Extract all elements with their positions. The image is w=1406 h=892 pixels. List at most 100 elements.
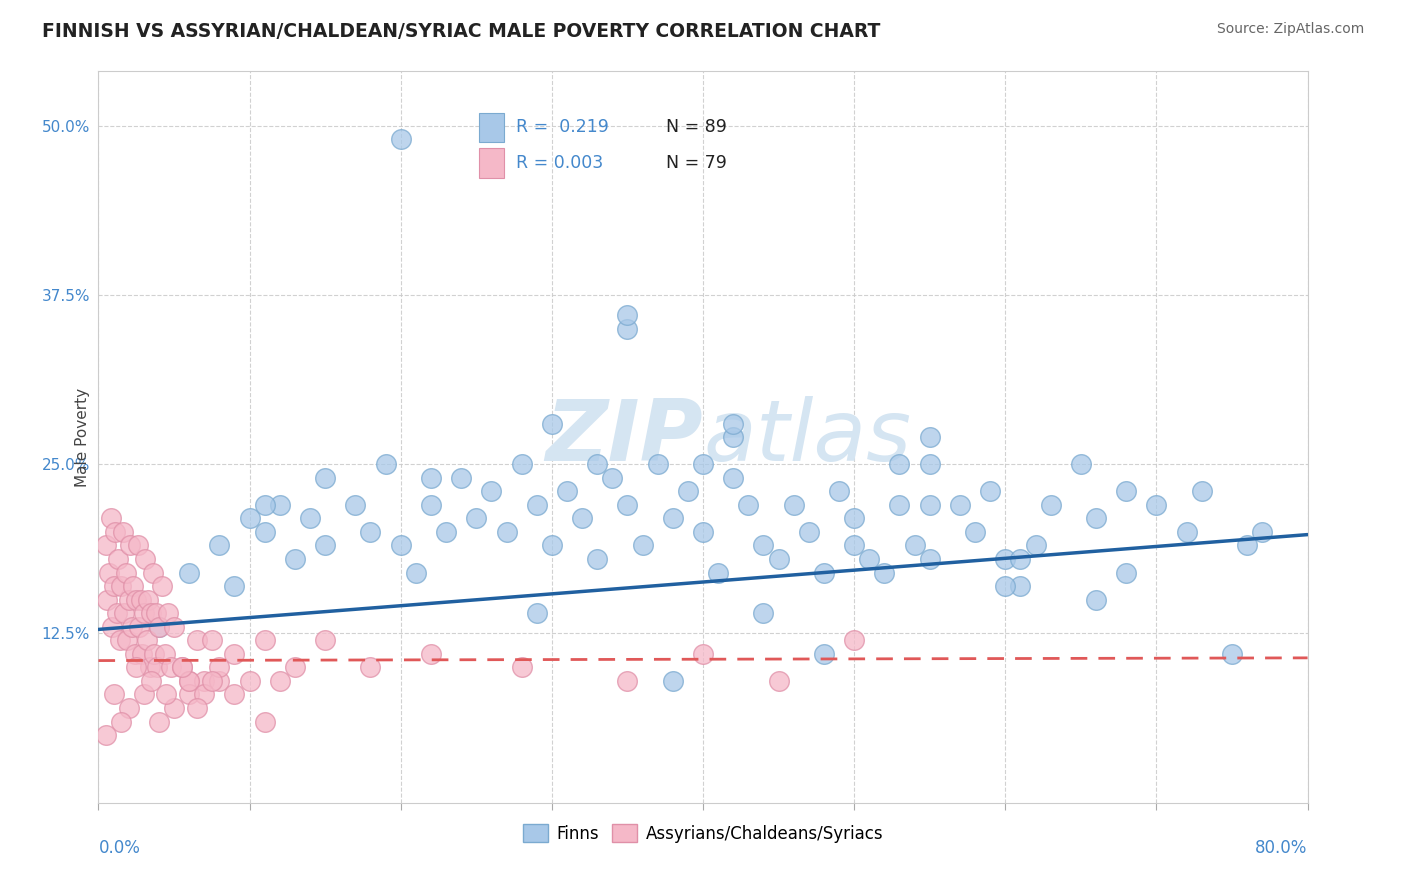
Point	[115, 633, 138, 648]
Point	[314, 538, 336, 552]
Point	[1115, 566, 1137, 580]
Point	[1070, 457, 1092, 471]
Point	[201, 673, 224, 688]
Point	[118, 701, 141, 715]
Point	[692, 457, 714, 471]
Point	[139, 660, 162, 674]
Point	[844, 538, 866, 552]
Point	[949, 498, 972, 512]
Point	[111, 524, 134, 539]
Point	[120, 538, 142, 552]
Point	[405, 566, 427, 580]
Point	[224, 579, 246, 593]
Point	[94, 728, 117, 742]
Text: 0.0%: 0.0%	[98, 839, 141, 857]
Point	[253, 498, 276, 512]
Point	[1115, 484, 1137, 499]
Point	[813, 566, 835, 580]
Point	[145, 606, 167, 620]
Point	[783, 498, 806, 512]
Point	[1085, 592, 1108, 607]
Point	[510, 457, 533, 471]
Point	[186, 633, 208, 648]
Point	[873, 566, 896, 580]
Point	[420, 647, 443, 661]
Point	[163, 701, 186, 715]
Point	[889, 498, 911, 512]
Text: 80.0%: 80.0%	[1256, 839, 1308, 857]
Point	[723, 417, 745, 431]
Point	[616, 498, 638, 512]
Point	[676, 484, 699, 499]
Point	[239, 673, 262, 688]
Point	[104, 524, 127, 539]
Point	[122, 579, 145, 593]
Point	[98, 566, 121, 580]
Point	[979, 484, 1001, 499]
Point	[134, 552, 156, 566]
Point	[918, 498, 941, 512]
Point	[201, 633, 224, 648]
Point	[526, 498, 548, 512]
Point	[224, 688, 246, 702]
Point	[661, 673, 683, 688]
Point	[1236, 538, 1258, 552]
Point	[141, 673, 163, 688]
Point	[141, 606, 163, 620]
Point	[858, 552, 880, 566]
Point	[114, 566, 136, 580]
Point	[904, 538, 927, 552]
Legend: Finns, Assyrians/Chaldeans/Syriacs: Finns, Assyrians/Chaldeans/Syriacs	[516, 818, 890, 849]
Point	[142, 566, 165, 580]
Point	[299, 511, 322, 525]
Text: atlas: atlas	[703, 395, 911, 479]
Point	[269, 498, 291, 512]
Text: ZIP: ZIP	[546, 395, 703, 479]
Point	[737, 498, 759, 512]
Point	[103, 688, 125, 702]
Point	[253, 714, 276, 729]
Point	[707, 566, 730, 580]
Point	[284, 552, 307, 566]
Point	[661, 511, 683, 525]
Point	[540, 538, 562, 552]
Point	[768, 552, 790, 566]
Point	[1085, 511, 1108, 525]
Point	[631, 538, 654, 552]
Point	[797, 524, 820, 539]
Text: FINNISH VS ASSYRIAN/CHALDEAN/SYRIAC MALE POVERTY CORRELATION CHART: FINNISH VS ASSYRIAN/CHALDEAN/SYRIAC MALE…	[42, 22, 880, 41]
Point	[844, 633, 866, 648]
Point	[239, 511, 262, 525]
Point	[179, 688, 201, 702]
Point	[143, 647, 166, 661]
Point	[389, 538, 412, 552]
Point	[136, 592, 159, 607]
Point	[752, 606, 775, 620]
Point	[253, 524, 276, 539]
Point	[692, 647, 714, 661]
Point	[1191, 484, 1213, 499]
Point	[360, 660, 382, 674]
Point	[723, 471, 745, 485]
Point	[269, 673, 291, 688]
Point	[616, 322, 638, 336]
Point	[918, 552, 941, 566]
Point	[918, 457, 941, 471]
Point	[128, 620, 150, 634]
Point	[889, 457, 911, 471]
Point	[540, 417, 562, 431]
Point	[135, 633, 157, 648]
Point	[96, 592, 118, 607]
Point	[253, 633, 276, 648]
Point	[723, 430, 745, 444]
Point	[828, 484, 851, 499]
Point	[170, 660, 193, 674]
Point	[112, 606, 135, 620]
Point	[148, 620, 170, 634]
Point	[179, 673, 201, 688]
Point	[127, 538, 149, 552]
Point	[647, 457, 669, 471]
Point	[105, 606, 128, 620]
Point	[125, 660, 148, 674]
Point	[208, 538, 231, 552]
